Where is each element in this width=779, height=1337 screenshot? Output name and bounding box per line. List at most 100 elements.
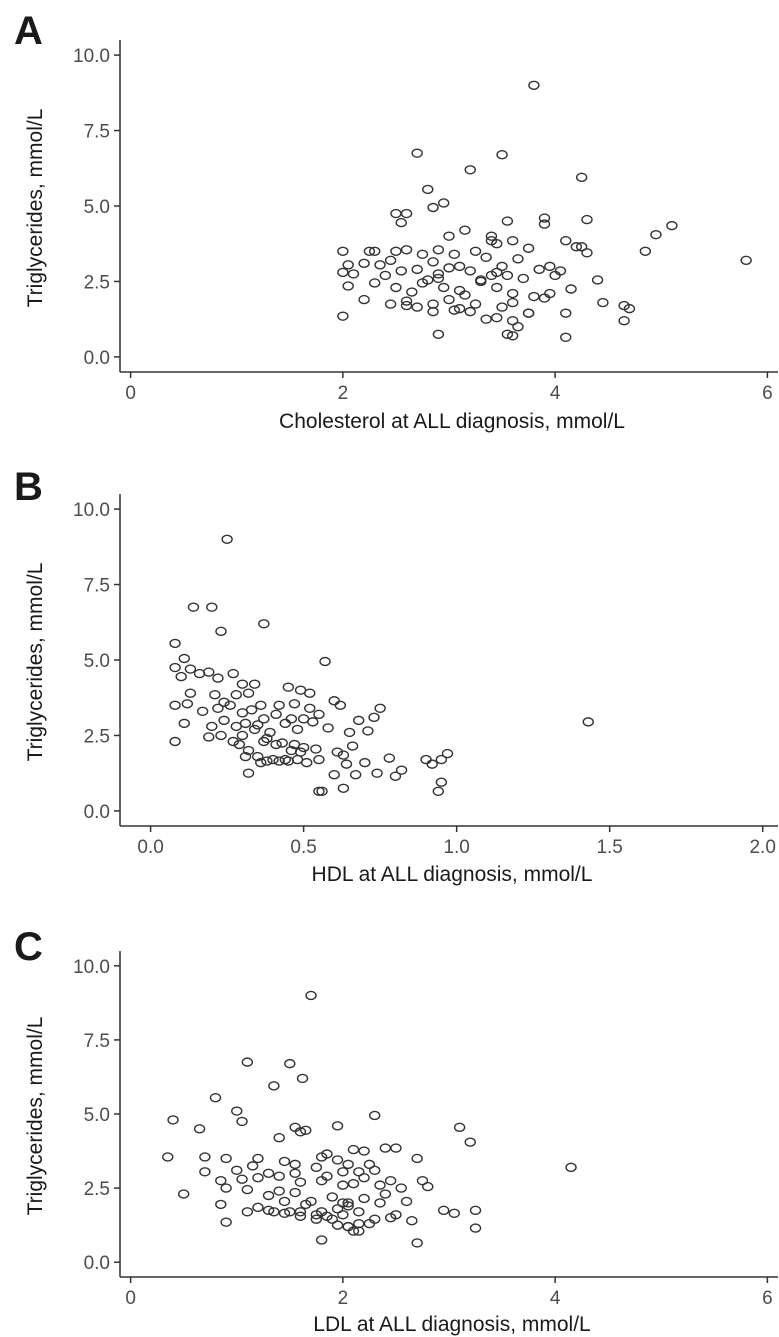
- data-point: [623, 303, 636, 314]
- data-point: [406, 287, 418, 297]
- data-point: [315, 1235, 328, 1245]
- data-point: [276, 738, 288, 748]
- data-point: [491, 282, 503, 293]
- data-point: [230, 690, 242, 700]
- data-point: [273, 700, 285, 710]
- x-tick-label: 4: [550, 383, 561, 404]
- data-point: [464, 266, 476, 276]
- panel-a: A Triglycerides, mmol/L Cholesterol at A…: [14, 9, 778, 433]
- data-point: [384, 1213, 397, 1223]
- data-point: [512, 322, 524, 332]
- panel-c: C Triglycerides, mmol/L LDL at ALL diagn…: [14, 925, 778, 1336]
- data-point: [411, 1238, 423, 1248]
- data-point: [427, 202, 439, 213]
- data-point: [291, 754, 304, 765]
- data-point: [347, 269, 360, 279]
- data-point: [480, 314, 492, 324]
- data-point: [218, 697, 230, 707]
- data-point: [220, 1183, 232, 1193]
- data-point: [331, 747, 343, 757]
- data-point: [221, 534, 233, 544]
- data-point: [337, 311, 349, 321]
- data-point: [212, 673, 224, 683]
- data-point: [337, 267, 349, 278]
- data-point: [459, 225, 471, 235]
- data-point: [242, 688, 255, 698]
- data-point: [340, 759, 353, 769]
- y-tick-label: 2.5: [84, 1179, 110, 1200]
- y-axis-title: Triglycerides, mmol/L: [24, 563, 47, 762]
- data-point: [248, 679, 261, 689]
- data-point: [331, 1220, 344, 1230]
- data-point: [337, 1210, 349, 1220]
- data-point: [443, 263, 455, 273]
- data-point: [501, 270, 514, 281]
- y-tick-label: 7.5: [84, 122, 110, 143]
- data-point: [203, 732, 215, 742]
- data-point: [459, 290, 471, 300]
- data-point: [215, 730, 227, 741]
- data-point: [215, 1175, 227, 1186]
- data-point: [347, 1144, 360, 1155]
- data-point: [231, 1165, 243, 1176]
- data-point: [358, 258, 370, 269]
- data-point: [331, 1155, 344, 1165]
- data-point: [400, 296, 413, 306]
- data-point: [267, 754, 279, 765]
- data-point: [591, 275, 604, 285]
- data-point: [305, 990, 317, 1001]
- data-point: [369, 1165, 381, 1176]
- data-point: [279, 718, 291, 729]
- data-point: [400, 300, 413, 311]
- data-point: [236, 730, 249, 741]
- data-point: [432, 786, 444, 796]
- data-point: [522, 243, 535, 253]
- data-point: [544, 261, 556, 272]
- x-tick-label: 4: [550, 1288, 561, 1309]
- data-point: [347, 1226, 360, 1236]
- data-point: [416, 1175, 429, 1186]
- data-point: [501, 216, 514, 226]
- data-point: [282, 682, 295, 692]
- data-point: [437, 282, 450, 293]
- data-point: [284, 1058, 296, 1069]
- data-point: [233, 739, 246, 750]
- data-point: [215, 626, 227, 637]
- data-point: [395, 1183, 407, 1193]
- data-point: [575, 172, 588, 183]
- data-point: [358, 1173, 370, 1183]
- data-point: [597, 297, 609, 308]
- x-axis-title: HDL at ALL diagnosis, mmol/L: [312, 863, 593, 886]
- data-point: [432, 245, 445, 255]
- data-point: [337, 750, 350, 760]
- data-point: [206, 602, 218, 612]
- data-point: [506, 288, 519, 299]
- data-point: [162, 1152, 174, 1162]
- data-point: [278, 1156, 291, 1167]
- data-point: [374, 703, 386, 713]
- data-point: [264, 727, 276, 738]
- data-point: [427, 306, 439, 317]
- data-point: [390, 208, 402, 219]
- data-point: [435, 754, 448, 765]
- data-point: [453, 261, 466, 272]
- y-tick-label: 0.0: [84, 802, 110, 823]
- data-point: [581, 248, 593, 258]
- x-tick-label: 1.0: [443, 837, 469, 858]
- data-point: [369, 246, 381, 256]
- data-point: [358, 294, 370, 305]
- y-tick-label: 2.5: [84, 272, 110, 293]
- data-point: [384, 299, 397, 309]
- data-point: [469, 1205, 482, 1216]
- data-point: [319, 656, 331, 667]
- data-point: [363, 1159, 376, 1170]
- data-point: [359, 757, 371, 768]
- data-point: [443, 231, 455, 241]
- data-point: [411, 264, 423, 275]
- data-point: [273, 1186, 285, 1196]
- data-point: [565, 284, 577, 294]
- data-point: [740, 255, 752, 266]
- data-point: [400, 208, 413, 219]
- data-point: [270, 709, 282, 720]
